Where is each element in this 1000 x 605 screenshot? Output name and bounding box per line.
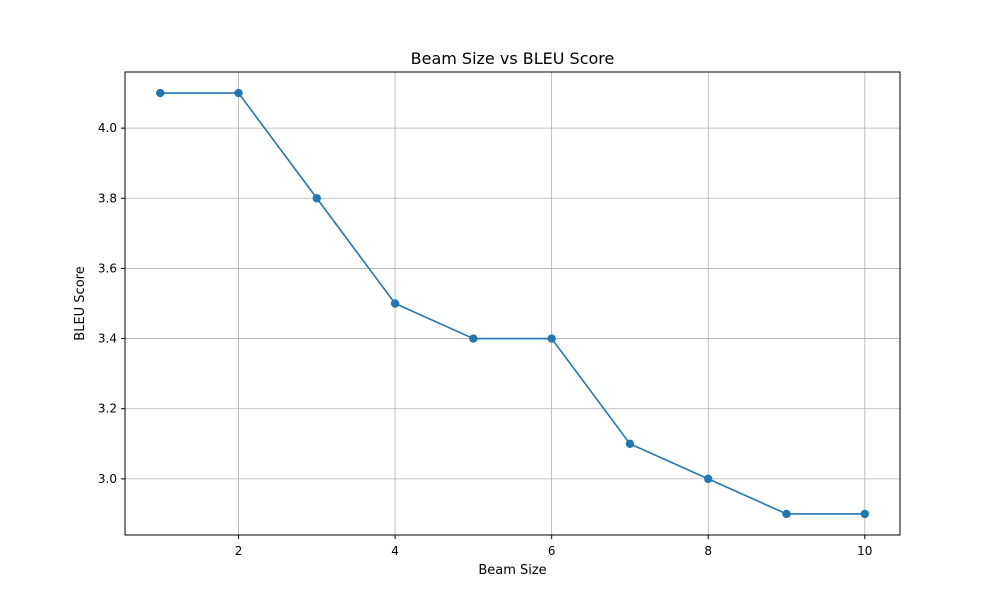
y-tick-label: 3.4 [98, 332, 117, 346]
chart-title: Beam Size vs BLEU Score [411, 49, 615, 68]
y-tick-label: 3.6 [98, 261, 117, 275]
plot-area-frame [124, 71, 901, 536]
x-axis-label: Beam Size [478, 563, 546, 578]
data-point [782, 509, 791, 519]
data-point [469, 334, 478, 343]
y-tick-label: 4.0 [98, 121, 117, 135]
data-point [547, 334, 556, 343]
data-point [625, 439, 635, 449]
data-point [704, 474, 713, 484]
series [156, 88, 869, 519]
x-tick-label: 6 [548, 544, 556, 558]
data-point [860, 509, 869, 519]
grid [125, 72, 900, 535]
x-tick-label: 8 [704, 544, 712, 558]
ticks: 2 4 6 8 10 3.0 3.2 3.4 3.6 3.8 4.0 [98, 121, 873, 558]
y-axis-label: BLEU Score [73, 266, 88, 340]
y-tick-label: 3.2 [98, 402, 117, 416]
x-tick-label: 4 [391, 544, 399, 558]
data-point [390, 299, 400, 308]
y-tick-label: 3.0 [98, 472, 117, 486]
x-tick-label: 10 [857, 544, 872, 558]
series-line [160, 92, 865, 515]
data-point [312, 194, 321, 203]
x-tick-label: 2 [235, 544, 243, 558]
y-tick-label: 3.8 [98, 191, 117, 205]
data-point [156, 88, 165, 98]
data-point [234, 88, 243, 98]
